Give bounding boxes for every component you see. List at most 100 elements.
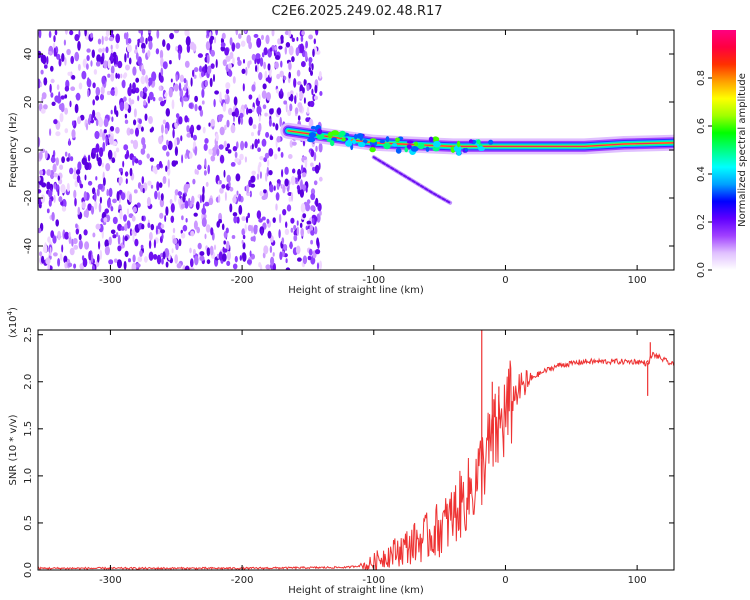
noise-speckle — [88, 251, 92, 261]
noise-speckle — [315, 30, 319, 36]
noise-speckle — [234, 157, 240, 163]
noise-speckle — [241, 68, 246, 75]
noise-speckle — [229, 37, 233, 46]
noise-speckle — [220, 42, 226, 48]
noise-speckle — [105, 163, 111, 172]
noise-speckle — [108, 187, 113, 198]
noise-speckle — [93, 192, 97, 202]
noise-speckle — [60, 95, 65, 100]
noise-speckle — [53, 173, 59, 178]
noise-speckle — [150, 223, 155, 231]
noise-speckle — [141, 215, 144, 221]
noise-speckle — [117, 234, 121, 245]
noise-speckle — [169, 60, 172, 65]
noise-speckle — [206, 54, 210, 64]
noise-speckle — [190, 77, 193, 87]
noise-speckle — [92, 265, 96, 270]
noise-speckle — [70, 55, 74, 65]
noise-speckle — [251, 132, 254, 137]
noise-speckle — [74, 197, 77, 207]
noise-speckle — [310, 239, 313, 245]
y-tick-label: 0 — [23, 147, 34, 153]
noise-speckle — [285, 267, 291, 270]
noise-speckle — [186, 44, 191, 53]
noise-speckle — [199, 251, 205, 256]
noise-speckle — [223, 140, 227, 148]
noise-speckle — [84, 241, 90, 250]
noise-speckle — [300, 179, 303, 190]
noise-speckle — [283, 100, 288, 105]
noise-speckle — [227, 63, 232, 69]
noise-speckle — [235, 173, 241, 182]
y-tick-label: -20 — [23, 190, 34, 206]
noise-speckle — [115, 33, 120, 44]
noise-speckle — [288, 196, 292, 202]
noise-speckle — [160, 67, 164, 77]
noise-speckle — [241, 228, 246, 236]
noise-speckle — [302, 213, 307, 219]
noise-speckle — [267, 230, 272, 239]
noise-speckle — [135, 52, 139, 61]
noise-speckle — [124, 223, 128, 232]
noise-speckle — [146, 196, 151, 207]
noise-speckle — [193, 212, 198, 217]
noise-speckle — [167, 159, 170, 170]
noise-speckle — [277, 38, 281, 45]
trace-blob — [331, 130, 339, 136]
noise-speckle — [276, 179, 281, 184]
noise-speckle — [251, 170, 256, 176]
noise-speckle — [74, 103, 79, 114]
y-tick-label: -40 — [23, 238, 34, 254]
noise-speckle — [188, 102, 193, 109]
noise-speckle — [219, 91, 222, 102]
noise-speckle — [172, 238, 178, 245]
noise-speckle — [55, 157, 59, 166]
noise-speckle — [277, 147, 281, 152]
trace-blob — [383, 142, 391, 150]
noise-speckle — [100, 93, 104, 101]
noise-speckle — [175, 46, 179, 52]
noise-speckle — [303, 97, 306, 104]
trace-blob — [428, 136, 434, 142]
noise-speckle — [235, 30, 239, 36]
snr-x-label: Height of straight line (km) — [288, 585, 424, 596]
noise-speckle — [190, 258, 194, 268]
noise-speckle — [260, 229, 264, 236]
noise-speckle — [61, 206, 67, 212]
noise-speckle — [196, 124, 201, 131]
noise-speckle — [124, 171, 129, 177]
noise-speckle — [165, 108, 170, 117]
noise-speckle — [50, 65, 54, 72]
noise-speckle — [293, 234, 298, 242]
noise-speckle — [213, 36, 217, 44]
noise-speckle — [184, 265, 190, 270]
colorbar-ticks: 0.0 0.2 0.4 0.6 0.8 — [696, 70, 712, 278]
noise-speckle — [293, 230, 297, 236]
noise-speckle — [81, 157, 87, 165]
noise-speckle — [264, 70, 268, 81]
noise-speckle — [218, 251, 223, 261]
noise-speckle — [141, 137, 146, 146]
noise-speckle — [256, 105, 262, 115]
noise-speckle — [69, 30, 74, 36]
x-tick-label: 0 — [502, 575, 508, 586]
noise-speckle — [111, 157, 116, 164]
noise-speckle — [199, 255, 205, 261]
noise-speckle — [182, 193, 186, 203]
noise-speckle — [259, 190, 264, 197]
noise-speckle — [236, 216, 240, 224]
trace-blob — [316, 128, 323, 135]
noise-speckle — [291, 141, 297, 146]
noise-speckle — [292, 168, 296, 174]
noise-speckle — [290, 175, 296, 186]
noise-speckle — [274, 153, 278, 160]
noise-speckle — [173, 83, 179, 92]
noise-speckle — [251, 84, 256, 92]
noise-speckle — [254, 138, 258, 149]
noise-speckle — [269, 135, 274, 141]
noise-speckle — [257, 138, 260, 144]
noise-speckle — [302, 156, 308, 161]
noise-speckle — [167, 178, 170, 188]
noise-speckle — [69, 247, 75, 256]
noise-speckle — [186, 184, 191, 189]
